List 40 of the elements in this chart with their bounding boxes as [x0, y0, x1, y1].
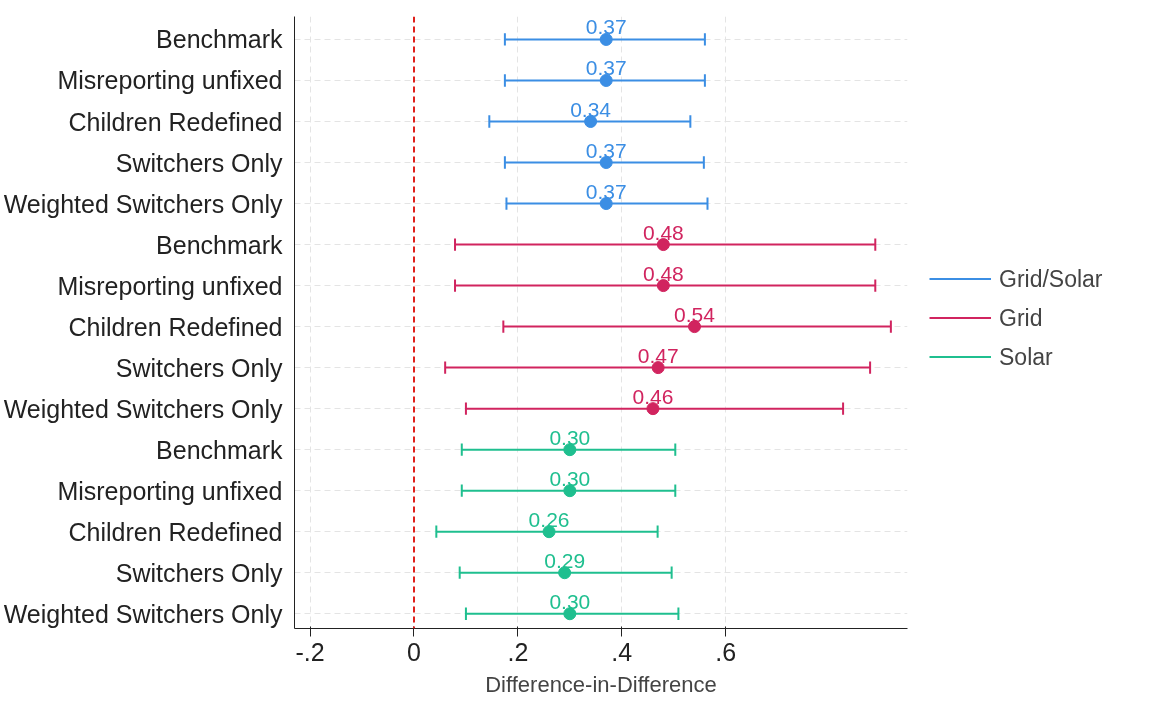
y-tick-label: Misreporting unfixed: [57, 271, 283, 300]
y-tick-label: Weighted Switchers Only: [3, 599, 283, 628]
data-label: 0.26: [528, 507, 570, 531]
x-tick-label: -.2: [295, 637, 325, 666]
data-label: 0.34: [570, 97, 612, 121]
x-tick-label: .2: [507, 637, 529, 666]
data-label: 0.47: [637, 343, 679, 367]
y-tick-label: Weighted Switchers Only: [3, 394, 283, 423]
y-tick-label: Children Redefined: [68, 312, 283, 341]
data-label: 0.46: [632, 384, 674, 408]
y-tick-label: Switchers Only: [115, 558, 283, 587]
legend-label: Grid: [999, 304, 1043, 331]
data-label: 0.29: [544, 548, 586, 572]
y-tick-label: Misreporting unfixed: [57, 476, 283, 505]
data-label: 0.54: [674, 302, 716, 326]
data-label: 0.37: [585, 15, 627, 39]
y-tick-label: Benchmark: [156, 230, 283, 259]
legend-label: Solar: [999, 343, 1053, 370]
data-label: 0.37: [585, 179, 627, 203]
y-tick-label: Children Redefined: [68, 517, 283, 546]
x-axis-title: Difference-in-Difference: [485, 671, 717, 697]
point: [599, 74, 613, 87]
x-tick-label: 0: [407, 637, 421, 666]
x-tick-label: .6: [715, 637, 737, 666]
legend-label: Grid/Solar: [999, 265, 1103, 292]
y-tick-label: Weighted Switchers Only: [3, 189, 283, 218]
data-label: 0.30: [549, 466, 591, 490]
y-tick-label: Switchers Only: [115, 148, 283, 177]
data-label: 0.37: [585, 138, 627, 162]
y-tick-label: Children Redefined: [68, 107, 283, 136]
y-tick-label: Switchers Only: [115, 353, 283, 382]
data-label: 0.37: [585, 56, 627, 80]
y-tick-label: Benchmark: [156, 25, 283, 54]
y-tick-label: Benchmark: [156, 435, 283, 464]
x-tick-label: .4: [611, 637, 633, 666]
data-label: 0.48: [642, 220, 684, 244]
y-tick-label: Misreporting unfixed: [57, 66, 283, 95]
data-label: 0.30: [549, 589, 591, 613]
data-label: 0.30: [549, 425, 591, 449]
data-label: 0.48: [642, 261, 684, 285]
